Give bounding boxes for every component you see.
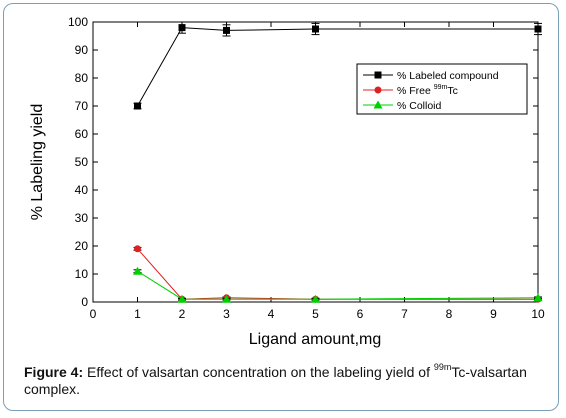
legend-marker	[373, 100, 383, 109]
figure-label: Figure 4:	[24, 364, 84, 380]
y-axis-title: % Labeling yield	[29, 104, 46, 221]
x-tick-label: 6	[357, 307, 364, 321]
caption-text: Effect of valsartan concentration on the…	[83, 364, 434, 380]
data-point	[134, 245, 141, 253]
legend-label-end: Tc	[447, 85, 458, 97]
x-tick-label: 8	[446, 307, 453, 321]
x-tick-label: 10	[531, 307, 545, 321]
x-tick-label: 9	[490, 307, 497, 321]
y-tick-label: 20	[75, 239, 89, 253]
legend-marker	[374, 71, 382, 79]
y-tick-label: 80	[75, 71, 89, 85]
x-tick-label: 3	[223, 307, 230, 321]
data-point	[222, 294, 231, 303]
legend: % Labeled compound % Free 99mTc % Colloid	[356, 63, 528, 115]
y-tick-label: 30	[75, 211, 89, 225]
figure-caption: Figure 4: Effect of valsartan concentrat…	[24, 362, 544, 398]
legend-label: % Free 99mTc	[397, 84, 458, 97]
x-tick-label: 1	[134, 307, 141, 321]
data-point	[177, 294, 187, 303]
x-tick-label: 4	[268, 307, 275, 321]
legend-label: % Colloid	[397, 100, 442, 112]
caption-text-end: Tc-valsartan complex.	[24, 364, 527, 397]
y-tick-label: 10	[75, 267, 89, 281]
data-point	[178, 24, 186, 32]
legend-superscript: 99m	[434, 84, 448, 91]
data-point	[134, 102, 141, 110]
y-tick-label: 0	[81, 295, 88, 309]
series-group	[133, 21, 543, 303]
data-point	[223, 26, 230, 34]
x-tick-label: 0	[90, 307, 97, 321]
series-line	[137, 270, 539, 300]
data-point	[312, 25, 319, 33]
data-point	[133, 266, 142, 275]
data-point	[534, 25, 542, 33]
x-tick-label: 7	[401, 307, 408, 321]
y-tick-label: 40	[75, 183, 89, 197]
legend-box	[356, 63, 528, 115]
data-point	[311, 294, 320, 303]
series-2	[133, 266, 543, 303]
series-0	[133, 21, 542, 110]
y-tick-label: 60	[75, 127, 89, 141]
y-tick-label: 100	[68, 15, 88, 29]
x-tick-label: 5	[312, 307, 319, 321]
data-point	[533, 293, 543, 302]
y-tick-label: 70	[75, 99, 89, 113]
caption-superscript: 99m	[433, 362, 452, 373]
series-line	[137, 248, 538, 300]
legend-marker	[374, 86, 382, 94]
x-axis-title: Ligand amount,mg	[249, 331, 382, 348]
y-tick-label: 50	[75, 155, 89, 169]
series-1	[133, 245, 542, 303]
x-tick-label: 2	[179, 307, 186, 321]
legend-label: % Labeled compound	[397, 70, 499, 82]
y-tick-label: 90	[75, 43, 89, 57]
